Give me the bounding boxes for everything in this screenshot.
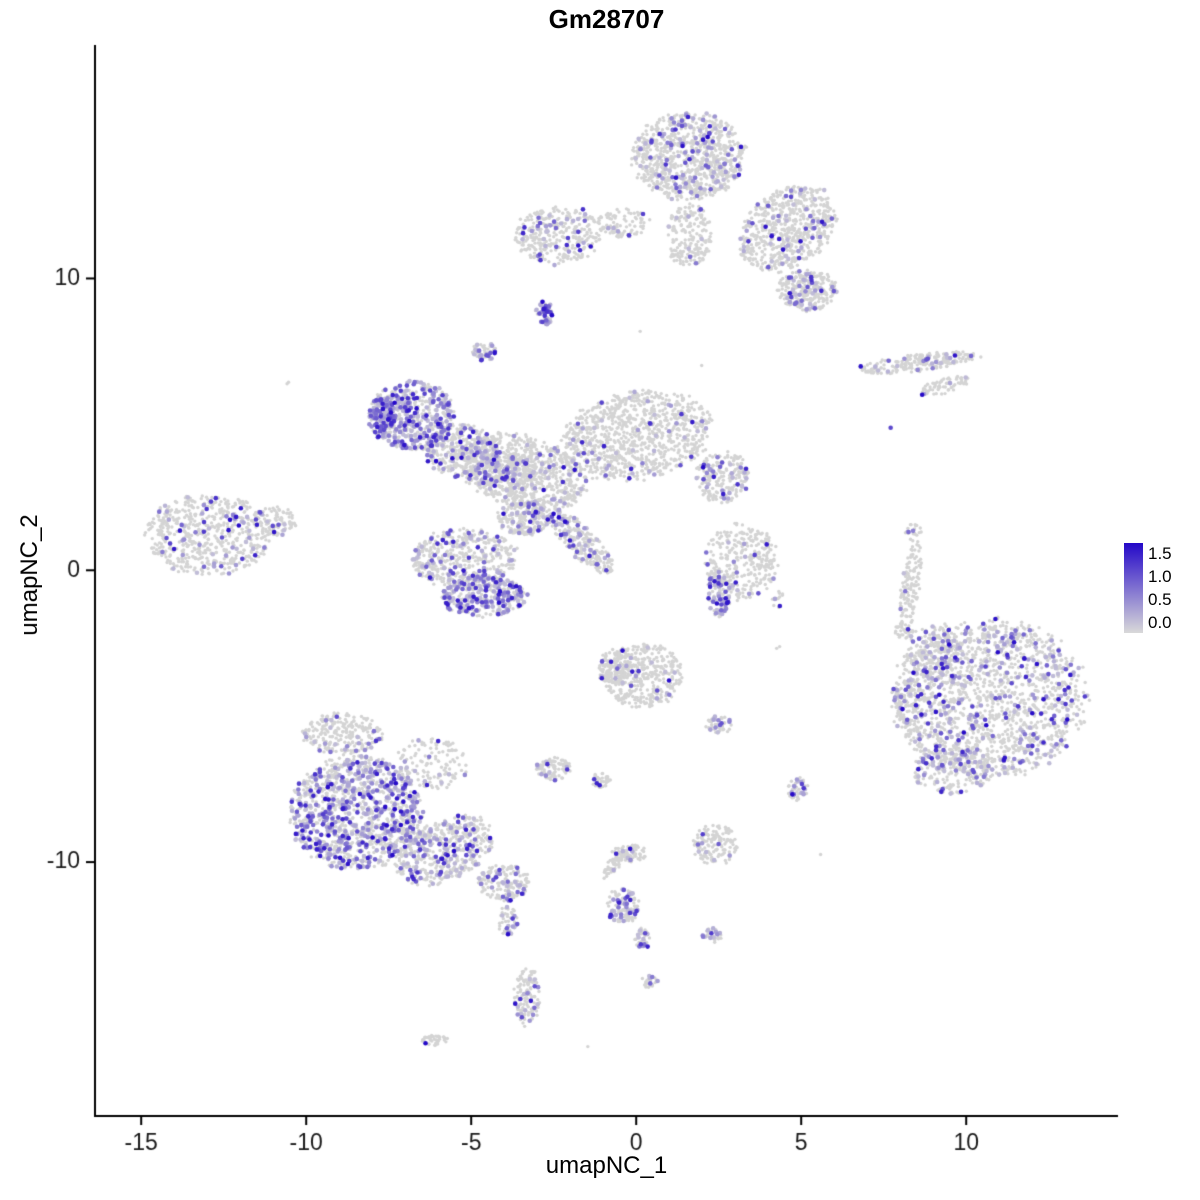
colorbar-gradient <box>1124 543 1143 633</box>
x-axis-label: umapNC_1 <box>545 1152 668 1179</box>
y-axis-label: umapNC_2 <box>16 514 43 636</box>
colorbar-tick-label: 0.5 <box>1148 590 1172 609</box>
colorbar-tick-label: 1.5 <box>1148 544 1172 563</box>
colorbar-tick-label: 1.0 <box>1148 567 1172 586</box>
plot-title: Gm28707 <box>548 4 665 34</box>
expression-colorbar: 1.5 1.0 0.5 0.0 <box>1124 543 1172 633</box>
colorbar-tick-label: 0.0 <box>1148 613 1172 632</box>
colorbar-tick-labels: 1.5 1.0 0.5 0.0 <box>1148 543 1172 633</box>
